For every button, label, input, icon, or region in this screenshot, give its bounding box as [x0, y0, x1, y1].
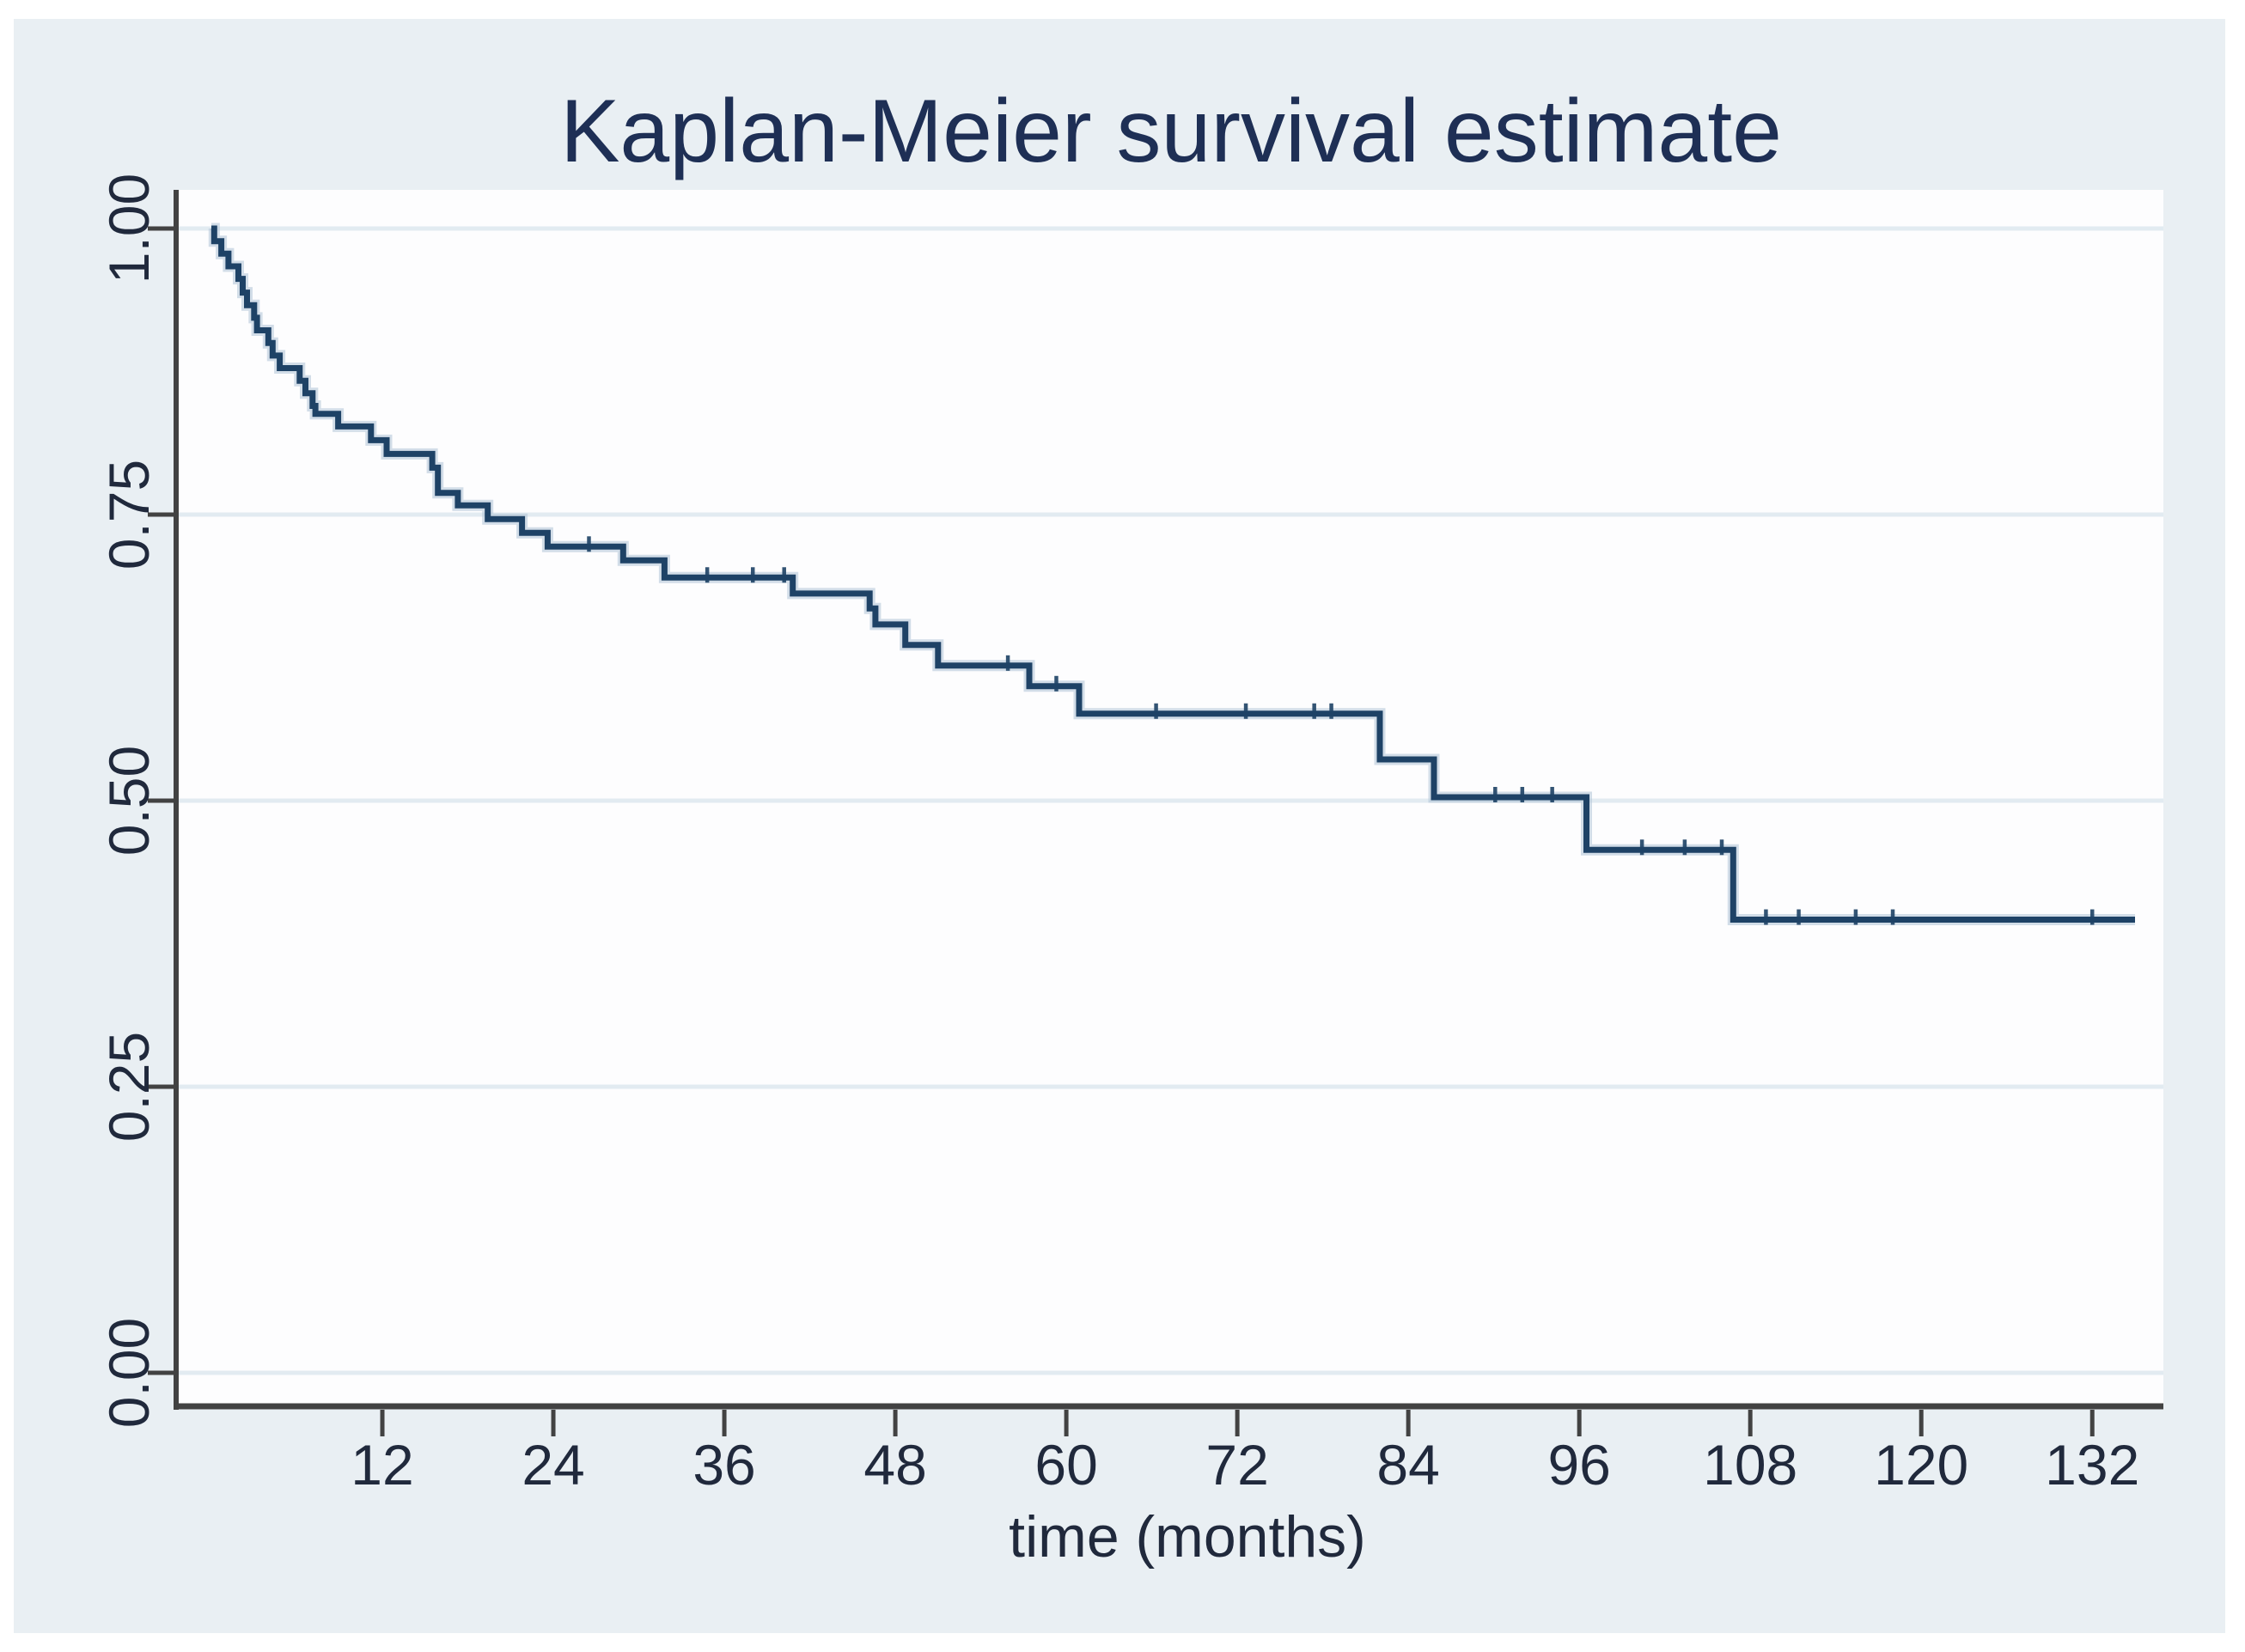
y-tick-label-0.00: 0.00	[97, 1318, 161, 1428]
y-axis-ticks: 1.00 0.75 0.50 0.25 0.00	[97, 174, 174, 1428]
chart-title: Kaplan-Meier survival estimate	[560, 82, 1782, 181]
x-tick-label-12: 12	[351, 1433, 413, 1497]
y-tick-label-0.25: 0.25	[97, 1032, 161, 1142]
x-tick-label-36: 36	[692, 1433, 755, 1497]
x-tick-label-120: 120	[1874, 1433, 1968, 1497]
x-tick-label-72: 72	[1205, 1433, 1268, 1497]
x-tick-label-84: 84	[1376, 1433, 1439, 1497]
x-tick-label-24: 24	[522, 1433, 584, 1497]
x-tick-label-132: 132	[2045, 1433, 2139, 1497]
y-tick-label-0.75: 0.75	[97, 460, 161, 570]
x-tick-label-96: 96	[1547, 1433, 1610, 1497]
plot-area	[178, 190, 2163, 1406]
x-tick-label-108: 108	[1703, 1433, 1797, 1497]
x-axis-label: time (months)	[1009, 1504, 1366, 1570]
x-tick-label-60: 60	[1034, 1433, 1097, 1497]
y-tick-label-0.50: 0.50	[97, 746, 161, 856]
survival-curve	[210, 225, 2135, 923]
x-tick-label-48: 48	[863, 1433, 926, 1497]
censor-tick-marks	[587, 536, 2095, 925]
y-tick-label-1.00: 1.00	[97, 174, 161, 283]
x-axis-ticks: 12 24 36 48 60 72 84 96 108 120 132	[351, 1410, 2139, 1497]
